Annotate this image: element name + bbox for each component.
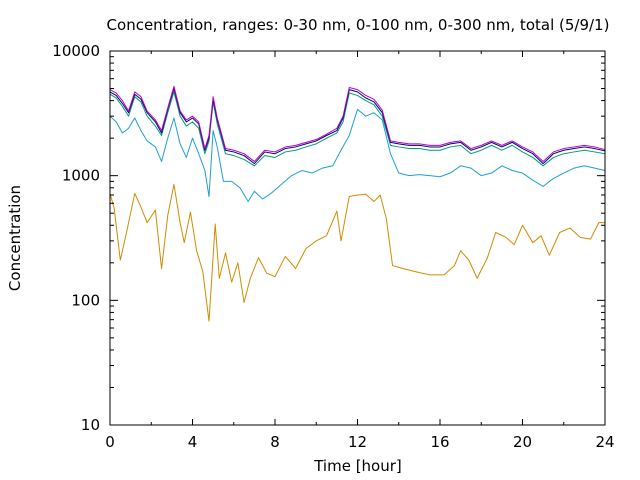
chart-title: Concentration, ranges: 0-30 nm, 0-100 nm…: [107, 16, 610, 34]
y-tick-label: 100: [71, 291, 100, 309]
series-line-2: [109, 108, 606, 203]
ticks-layer: 0 4 8 12 16 20 24 10 100 1000 10000: [52, 42, 614, 451]
x-axis-label: Time [hour]: [313, 457, 402, 475]
series-line-4: [109, 88, 606, 165]
y-tick-label: 1000: [62, 167, 100, 185]
series-line-3: [109, 91, 606, 167]
y-tick-label: 10000: [52, 42, 100, 60]
x-tick-label: 4: [188, 433, 198, 451]
x-tick-label: 24: [595, 433, 614, 451]
x-tick-label: 8: [270, 433, 280, 451]
x-tick-label: 0: [105, 433, 115, 451]
y-tick-label: 10: [81, 416, 100, 434]
x-tick-label: 12: [348, 433, 367, 451]
series-line-1: [109, 183, 605, 322]
series-layer: [109, 85, 606, 322]
plot-frame: [109, 50, 606, 426]
series-line-5: [109, 85, 606, 162]
x-tick-label: 16: [430, 433, 449, 451]
x-tick-label: 20: [513, 433, 532, 451]
y-axis-label: Concentration: [6, 185, 24, 291]
